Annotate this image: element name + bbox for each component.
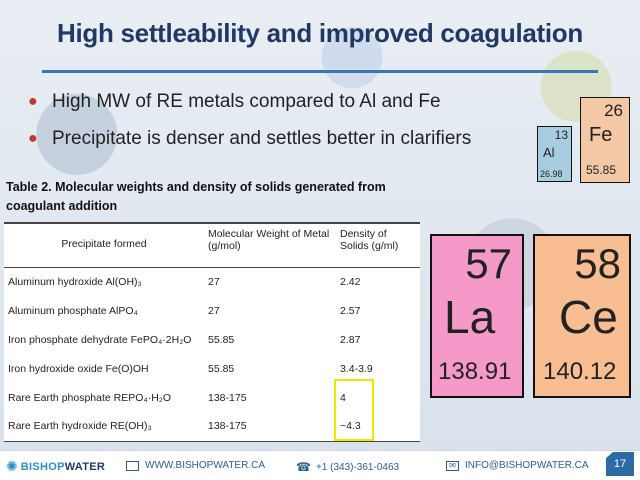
- element-symbol: Ce: [559, 291, 618, 343]
- atomic-number: 26: [604, 101, 623, 120]
- table-row: Rare Earth phosphate REPO₄·H₂O 138-175 4: [4, 383, 420, 412]
- table-cell: 2.42: [340, 275, 361, 288]
- table-header-row: Precipitate formed Molecular Weight of M…: [4, 223, 420, 267]
- element-symbol: Fe: [589, 124, 613, 146]
- table-cell: Iron hydroxide oxide Fe(O)OH: [8, 362, 149, 375]
- brand-right: WATER: [64, 460, 106, 473]
- element-symbol: Al: [543, 145, 555, 160]
- atomic-weight: 26.98: [540, 169, 563, 179]
- monitor-icon: [126, 460, 139, 471]
- table-cell: 3.4-3.9: [340, 362, 373, 375]
- table-header-cell: Precipitate formed: [61, 238, 147, 250]
- atomic-number: 57: [465, 240, 512, 287]
- footer-phone[interactable]: ☎ +1 (343)-361-0463: [296, 460, 399, 474]
- data-table: Precipitate formed Molecular Weight of M…: [4, 222, 420, 442]
- footer-email[interactable]: ✉ INFO@BISHOPWATER.CA: [446, 460, 589, 471]
- footer-bar: ✺ BISHOPWATER WWW.BISHOPWATER.CA ☎ +1 (3…: [0, 450, 640, 480]
- element-tile-la: 57 La 138.91: [430, 234, 524, 398]
- table-row: Iron hydroxide oxide Fe(O)OH 55.85 3.4-3…: [4, 354, 420, 383]
- table-row: Iron phosphate dehydrate FePO₄·2H₂O 55.8…: [4, 325, 420, 354]
- bullet-text: Precipitate is denser and settles better…: [52, 128, 472, 149]
- data-table-container: Precipitate formed Molecular Weight of M…: [4, 222, 420, 442]
- element-tile-ce: 58 Ce 140.12: [533, 234, 631, 398]
- atomic-weight: 55.85: [586, 163, 617, 177]
- atomic-number: 58: [574, 240, 621, 287]
- atomic-weight: 140.12: [543, 358, 617, 385]
- table-cell: Rare Earth phosphate REPO₄·H₂O: [8, 391, 172, 404]
- table-cell: 27: [208, 275, 220, 288]
- table-header-cell: Density of Solids (g/ml): [340, 228, 399, 252]
- bullet-list: ● High MW of RE metals compared to Al an…: [28, 90, 508, 164]
- table-cell: Rare Earth hydroxide RE(OH)₃: [8, 420, 152, 433]
- website-link[interactable]: WWW.BISHOPWATER.CA: [145, 460, 265, 471]
- table-cell: 55.85: [208, 362, 235, 375]
- table-cell: Aluminum phosphate AlPO₄: [8, 304, 138, 317]
- element-tile-fe: 26 Fe 55.85: [580, 97, 630, 183]
- phone-number[interactable]: +1 (343)-361-0463: [315, 461, 400, 473]
- brand-left: BISHOP: [20, 460, 65, 473]
- table-row: Aluminum phosphate AlPO₄ 27 2.57: [4, 296, 420, 325]
- element-tile-al: 13 Al 26.98: [537, 126, 572, 182]
- table-cell: 138-175: [208, 391, 247, 404]
- bishopwater-logo-icon: ✺: [6, 458, 18, 474]
- table-cell: 27: [208, 304, 220, 317]
- table-header-cell: Molecular Weight of Metal (g/mol): [208, 228, 330, 252]
- table-row: Aluminum hydroxide Al(OH)₃ 27 2.42: [4, 267, 420, 296]
- bullet-item: ● High MW of RE metals compared to Al an…: [28, 90, 508, 114]
- table-cell: 4: [340, 391, 346, 404]
- footer-website[interactable]: WWW.BISHOPWATER.CA: [126, 460, 265, 471]
- element-symbol: La: [444, 291, 496, 343]
- bullet-item: ● Precipitate is denser and settles bett…: [28, 127, 508, 151]
- brand-text: BISHOPWATER: [21, 461, 105, 473]
- table-cell: Iron phosphate dehydrate FePO₄·2H₂O: [8, 333, 192, 346]
- email-link[interactable]: INFO@BISHOPWATER.CA: [465, 460, 589, 471]
- table-row: Rare Earth hydroxide RE(OH)₃ 138-175 ~4.…: [4, 412, 420, 441]
- footer-brand: ✺ BISHOPWATER: [6, 458, 105, 475]
- table-cell: 2.57: [340, 304, 361, 317]
- table-cell: ~4.3: [340, 420, 361, 433]
- slide-title: High settleability and improved coagulat…: [57, 18, 583, 48]
- atomic-number: 13: [554, 128, 568, 142]
- bullet-dot-icon: ●: [28, 93, 38, 110]
- atomic-weight: 138.91: [438, 358, 512, 385]
- table-cell: 138-175: [208, 420, 247, 433]
- highlight-box: [334, 379, 374, 441]
- table-cell: 2.87: [340, 333, 361, 346]
- table-cell: Aluminum hydroxide Al(OH)₃: [8, 275, 142, 288]
- phone-icon: ☎: [296, 460, 311, 474]
- table-cell: 55.85: [208, 333, 235, 346]
- bullet-dot-icon: ●: [28, 130, 38, 147]
- bullet-text: High MW of RE metals compared to Al and …: [52, 91, 441, 112]
- mail-icon: ✉: [446, 460, 459, 471]
- table-caption: Table 2. Molecular weights and density o…: [6, 180, 386, 213]
- title-underline: [42, 70, 598, 73]
- page-number: 17: [606, 452, 634, 476]
